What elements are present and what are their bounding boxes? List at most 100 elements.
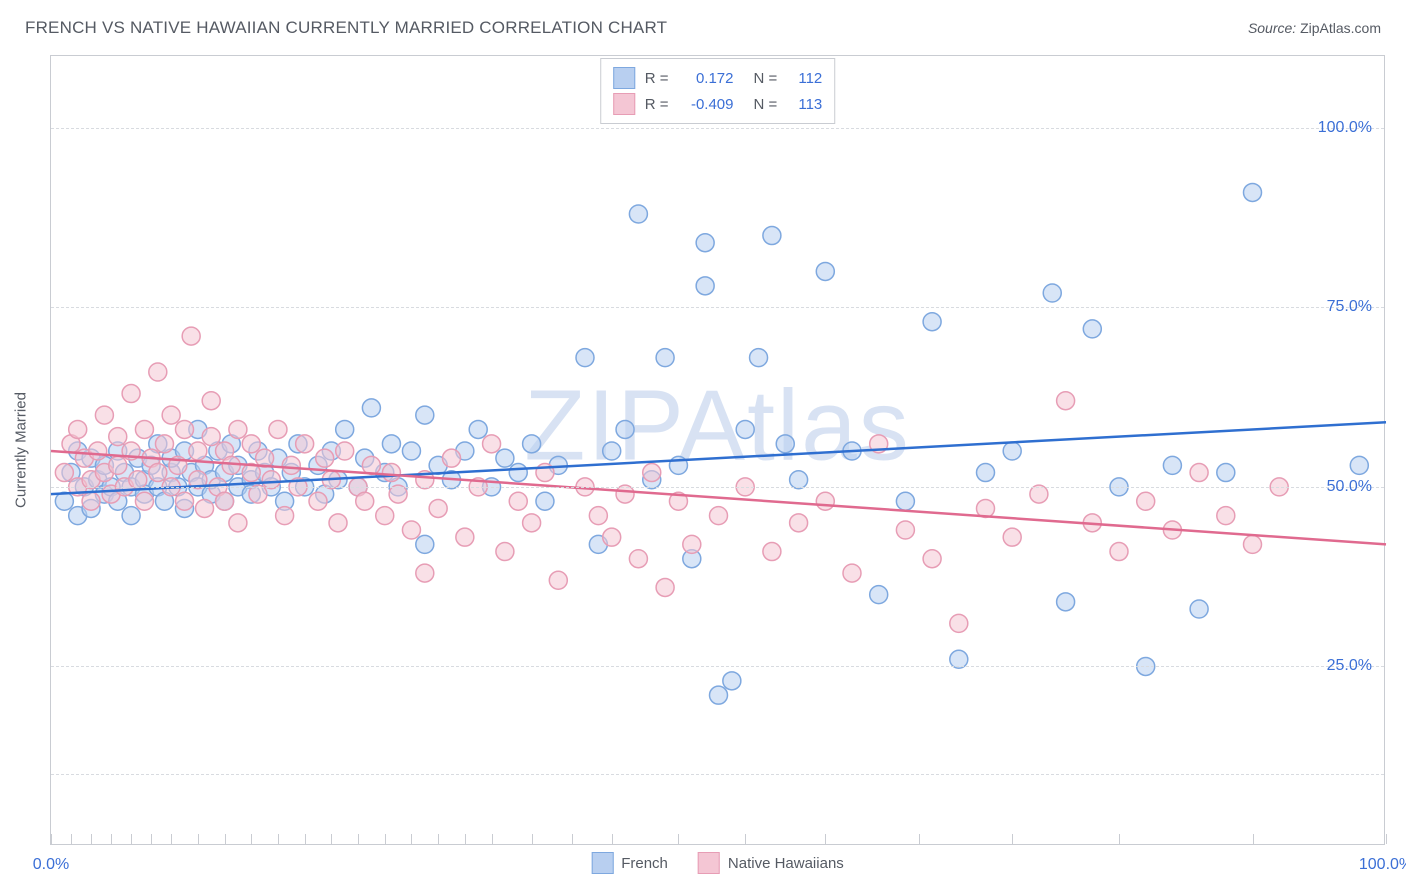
y-axis-label: Currently Married bbox=[13, 392, 30, 508]
x-tick-minor bbox=[225, 834, 226, 844]
scatter-point bbox=[1217, 507, 1235, 525]
legend-n-label: N = bbox=[754, 70, 778, 87]
x-tick-minor bbox=[532, 834, 533, 844]
legend-correlation-row: R =-0.409N =113 bbox=[613, 91, 823, 117]
scatter-point bbox=[276, 507, 294, 525]
gridline bbox=[51, 128, 1384, 129]
scatter-point bbox=[710, 507, 728, 525]
scatter-point bbox=[316, 449, 334, 467]
x-tick-minor bbox=[572, 834, 573, 844]
scatter-point bbox=[416, 406, 434, 424]
legend-r-value: -0.409 bbox=[679, 96, 734, 113]
y-tick-label: 50.0% bbox=[1327, 478, 1372, 496]
x-tick-minor bbox=[358, 834, 359, 844]
legend-n-label: N = bbox=[754, 96, 778, 113]
x-tick-minor bbox=[171, 834, 172, 844]
legend-swatch-icon bbox=[698, 852, 720, 874]
x-tick-minor bbox=[1386, 834, 1387, 844]
scatter-point bbox=[242, 435, 260, 453]
chart-area: Currently Married ZIPAtlas R =0.172N =11… bbox=[50, 55, 1385, 845]
scatter-point bbox=[1190, 600, 1208, 618]
scatter-point bbox=[356, 492, 374, 510]
scatter-point bbox=[576, 349, 594, 367]
scatter-point bbox=[382, 464, 400, 482]
y-tick-label: 100.0% bbox=[1318, 119, 1372, 137]
x-tick-minor bbox=[492, 834, 493, 844]
scatter-point bbox=[89, 442, 107, 460]
x-tick-minor bbox=[385, 834, 386, 844]
scatter-point bbox=[1244, 535, 1262, 553]
scatter-point bbox=[603, 528, 621, 546]
legend-swatch-icon bbox=[613, 67, 635, 89]
scatter-point bbox=[69, 420, 87, 438]
scatter-point bbox=[1110, 543, 1128, 561]
scatter-point bbox=[776, 435, 794, 453]
x-tick-minor bbox=[745, 834, 746, 844]
x-tick-label: 0.0% bbox=[33, 856, 69, 874]
scatter-point bbox=[656, 349, 674, 367]
scatter-point bbox=[162, 406, 180, 424]
scatter-point bbox=[135, 492, 153, 510]
scatter-point bbox=[1244, 183, 1262, 201]
scatter-point bbox=[109, 428, 127, 446]
y-tick-label: 75.0% bbox=[1327, 298, 1372, 316]
legend-n-value: 112 bbox=[787, 70, 822, 87]
scatter-point bbox=[429, 499, 447, 517]
scatter-point bbox=[416, 535, 434, 553]
scatter-point bbox=[816, 262, 834, 280]
scatter-point bbox=[95, 406, 113, 424]
scatter-point bbox=[629, 550, 647, 568]
trend-line bbox=[51, 422, 1386, 494]
scatter-point bbox=[523, 435, 541, 453]
scatter-point bbox=[229, 420, 247, 438]
x-tick-minor bbox=[411, 834, 412, 844]
scatter-point bbox=[82, 492, 100, 510]
scatter-point bbox=[509, 464, 527, 482]
scatter-point bbox=[816, 492, 834, 510]
x-tick-minor bbox=[612, 834, 613, 844]
scatter-point bbox=[1217, 464, 1235, 482]
scatter-point bbox=[950, 614, 968, 632]
x-tick-minor bbox=[278, 834, 279, 844]
scatter-point bbox=[376, 507, 394, 525]
scatter-point bbox=[282, 456, 300, 474]
scatter-point bbox=[843, 564, 861, 582]
scatter-point bbox=[109, 456, 127, 474]
scatter-point bbox=[496, 449, 514, 467]
scatter-point bbox=[1003, 528, 1021, 546]
scatter-point bbox=[189, 442, 207, 460]
scatter-point bbox=[155, 435, 173, 453]
scatter-point bbox=[402, 521, 420, 539]
x-tick-minor bbox=[91, 834, 92, 844]
scatter-point bbox=[149, 363, 167, 381]
scatter-point bbox=[896, 521, 914, 539]
legend-r-label: R = bbox=[645, 96, 669, 113]
scatter-point bbox=[523, 514, 541, 532]
scatter-point bbox=[196, 499, 214, 517]
scatter-point bbox=[736, 420, 754, 438]
legend-series-label: Native Hawaiians bbox=[728, 855, 844, 872]
chart-header: FRENCH VS NATIVE HAWAIIAN CURRENTLY MARR… bbox=[0, 0, 1406, 48]
legend-swatch-icon bbox=[613, 93, 635, 115]
scatter-point bbox=[443, 449, 461, 467]
scatter-point bbox=[362, 456, 380, 474]
gridline bbox=[51, 666, 1384, 667]
scatter-point bbox=[509, 492, 527, 510]
scatter-point bbox=[402, 442, 420, 460]
x-tick-minor bbox=[825, 834, 826, 844]
scatter-point bbox=[1043, 284, 1061, 302]
chart-source: Source: ZipAtlas.com bbox=[1248, 20, 1381, 36]
scatter-point bbox=[870, 586, 888, 604]
scatter-point bbox=[549, 571, 567, 589]
scatter-point bbox=[55, 492, 73, 510]
x-tick-minor bbox=[465, 834, 466, 844]
x-tick-minor bbox=[1253, 834, 1254, 844]
legend-correlation-row: R =0.172N =112 bbox=[613, 65, 823, 91]
scatter-point bbox=[135, 420, 153, 438]
x-tick-label: 100.0% bbox=[1359, 856, 1406, 874]
legend-correlation: R =0.172N =112R =-0.409N =113 bbox=[600, 58, 836, 124]
scatter-plot-svg bbox=[51, 56, 1384, 844]
scatter-point bbox=[763, 227, 781, 245]
scatter-point bbox=[229, 514, 247, 532]
scatter-point bbox=[1057, 392, 1075, 410]
